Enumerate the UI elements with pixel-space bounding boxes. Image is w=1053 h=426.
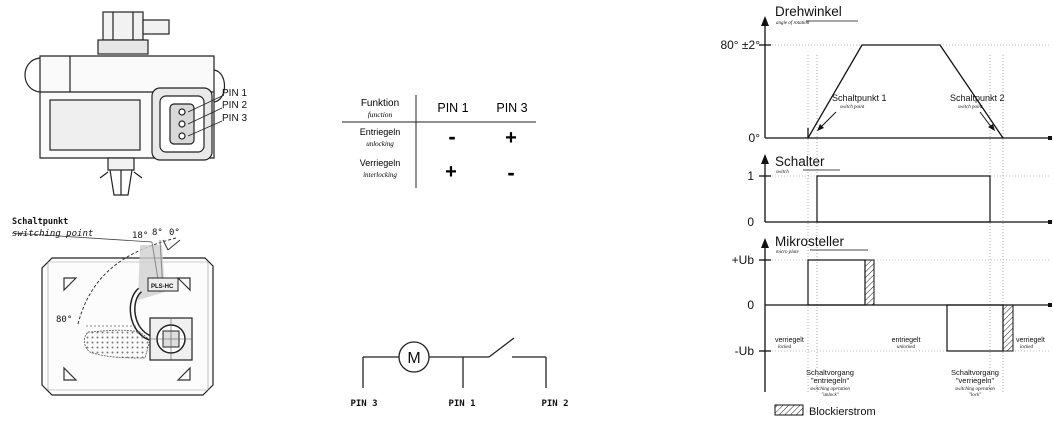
circuit-pin1-label: PIN 1 xyxy=(448,399,475,409)
switching-point-label: Schaltpunkt xyxy=(12,217,68,227)
switch-point-1-label-en: switch point xyxy=(840,105,865,110)
function-table: Funktion function PIN 1 PIN 3 Entriegeln… xyxy=(342,95,536,188)
op-lock-en2: "lock" xyxy=(969,393,982,398)
switch-ytick-one: 1 xyxy=(747,169,754,183)
state-locked-left: verriegelt xyxy=(775,337,804,344)
table-row-unlock-label-en: unlocking xyxy=(366,140,394,148)
motor-title-en: micro plate xyxy=(776,250,800,255)
rotation-ytick-zero: 0° xyxy=(749,131,761,145)
switch-point-1-label: Schaltpunkt 1 xyxy=(832,93,887,103)
motor-negative-pulse xyxy=(946,304,1004,352)
angle-8-label: 8° xyxy=(152,228,163,238)
table-row-lock-label-en: interlocking xyxy=(363,171,397,179)
angle-0-label: 0° xyxy=(169,228,180,238)
blocking-current-negative xyxy=(1002,304,1014,352)
op-unlock-en2: "unlock" xyxy=(821,393,839,398)
connector-pin2-label: PIN 2 xyxy=(222,100,247,111)
op-unlock-line2: "entriegeln" xyxy=(811,376,850,385)
table-col-pin3: PIN 3 xyxy=(496,101,527,115)
switch-pulse xyxy=(816,175,991,223)
table-lock-pin3: - xyxy=(507,160,514,185)
connector-pin3-label: PIN 3 xyxy=(222,113,247,124)
op-unlock-en1: switching operation xyxy=(810,387,850,392)
state-locked-left-en: locked xyxy=(778,345,792,350)
circuit-schematic xyxy=(362,337,547,388)
table-unlock-pin1: - xyxy=(448,124,455,149)
circuit-pin3-label: PIN 3 xyxy=(350,399,377,409)
switch-point-2-label-en: switch point xyxy=(958,105,983,110)
state-locked-right-en: locked xyxy=(1020,345,1034,350)
switch-contact xyxy=(488,337,515,358)
motor-ytick-neg: -Ub xyxy=(735,344,755,358)
rotation-title-en: angle of rotation xyxy=(776,21,810,26)
legend-swatch xyxy=(774,404,804,416)
motor-title: Mikrosteller xyxy=(775,234,845,249)
motor-ytick-zero: 0 xyxy=(747,298,754,312)
legend-blocking-current: Blockierstrom xyxy=(809,406,876,418)
state-locked-right: verriegelt xyxy=(1016,337,1045,344)
switching-point-drawing xyxy=(11,232,214,396)
motor-label: M xyxy=(407,350,420,367)
table-col-pin1: PIN 1 xyxy=(437,101,468,115)
state-unlocked-en: unlocked xyxy=(897,345,916,350)
connector-pin1-label: PIN 1 xyxy=(222,88,247,99)
actuator-drawing xyxy=(24,11,226,196)
table-header-label-en: function xyxy=(368,110,393,119)
rotation-angle-curve xyxy=(807,44,1004,139)
table-row-lock-label: Verriegeln xyxy=(360,158,401,168)
switching-point-label-en: switching point xyxy=(12,229,93,239)
op-lock-en1: switching operation xyxy=(955,387,995,392)
housing-mark: PLS-HC xyxy=(151,284,174,290)
switch-title: Schalter xyxy=(775,154,825,169)
op-lock-line2: "verriegeln" xyxy=(956,376,995,385)
switch-point-2-label: Schaltpunkt 2 xyxy=(950,93,1005,103)
op-lock-line1: Schaltvorgang xyxy=(951,368,999,377)
rotation-ytick-top: 80° ±2° xyxy=(720,38,760,52)
table-lock-pin1: + xyxy=(445,161,457,183)
state-unlocked: entriegelt xyxy=(892,337,921,344)
op-unlock-line1: Schaltvorgang xyxy=(806,368,854,377)
switch-title-en: switch xyxy=(776,170,789,175)
table-header-label: Funktion xyxy=(361,98,399,109)
motor-positive-pulse xyxy=(807,259,866,306)
angle-80-label: 80° xyxy=(56,315,72,325)
table-unlock-pin3: + xyxy=(505,127,517,149)
motor-ytick-pos: +Ub xyxy=(732,253,755,267)
timing-diagram xyxy=(759,16,1052,416)
blocking-current-positive xyxy=(864,259,875,306)
circuit-pin2-label: PIN 2 xyxy=(541,399,568,409)
rotation-title: Drehwinkel xyxy=(775,4,842,19)
switch-ytick-zero: 0 xyxy=(747,215,754,229)
table-row-unlock-label: Entriegeln xyxy=(360,127,401,137)
angle-18-label: 18° xyxy=(132,231,148,241)
